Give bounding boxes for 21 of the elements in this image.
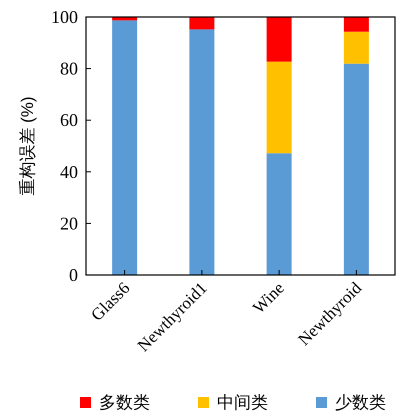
legend-label: 中间类 bbox=[217, 393, 268, 412]
bar bbox=[344, 17, 369, 32]
legend-label: 少数类 bbox=[335, 393, 386, 412]
y-tick-label: 80 bbox=[60, 58, 78, 79]
bar bbox=[344, 32, 369, 64]
x-tick-label: Wine bbox=[248, 278, 288, 318]
bar bbox=[266, 153, 292, 275]
legend-label: 多数类 bbox=[99, 393, 150, 412]
y-tick-label: 20 bbox=[60, 213, 78, 234]
bar bbox=[112, 17, 138, 20]
y-tick-label: 0 bbox=[69, 265, 78, 285]
y-tick-label: 60 bbox=[60, 110, 78, 130]
y-tick-label: 40 bbox=[60, 162, 78, 182]
bar bbox=[189, 29, 214, 275]
y-tick-label: 100 bbox=[51, 7, 78, 27]
bar bbox=[266, 17, 292, 62]
bar bbox=[266, 62, 292, 154]
bar bbox=[112, 20, 138, 275]
bar bbox=[189, 17, 214, 30]
y-axis-title: 重构误差 (%) bbox=[18, 96, 37, 196]
bar bbox=[344, 64, 369, 275]
